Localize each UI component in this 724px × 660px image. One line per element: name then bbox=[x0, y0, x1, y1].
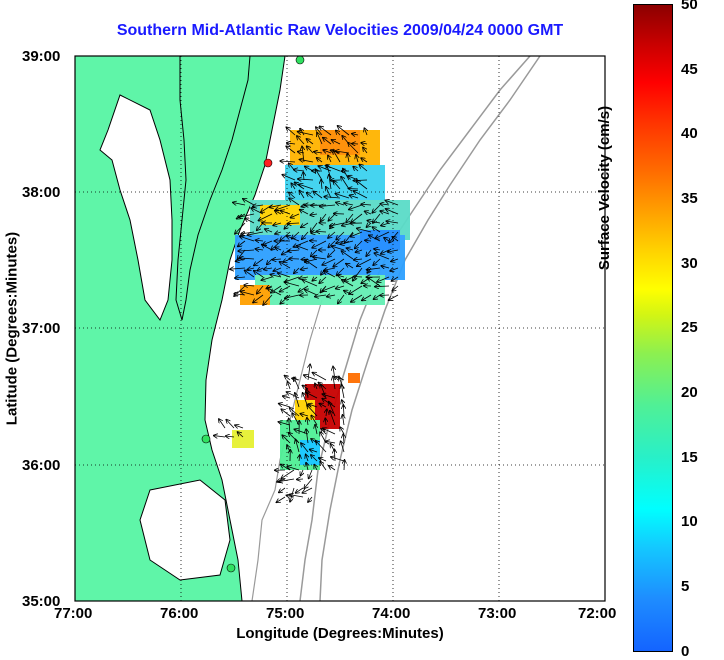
velocity-arrow bbox=[279, 488, 285, 493]
site-marker bbox=[202, 435, 210, 443]
velocity-arrow bbox=[214, 436, 225, 437]
colorbar-tick: 40 bbox=[681, 125, 698, 142]
velocity-arrow bbox=[320, 462, 326, 470]
velocity-arrow bbox=[326, 441, 335, 443]
velocity-arrow bbox=[281, 470, 294, 479]
velocity-arrow bbox=[287, 382, 290, 389]
velocity-arrow bbox=[276, 497, 285, 502]
x-axis-label: Longitude (Degrees:Minutes) bbox=[140, 625, 540, 642]
y-tick-label: 39:00 bbox=[22, 48, 60, 65]
velocity-arrow bbox=[329, 466, 335, 470]
site-marker bbox=[296, 56, 304, 64]
velocity-arrow bbox=[296, 488, 303, 493]
velocity-arrow bbox=[344, 460, 345, 470]
velocity-arrow bbox=[283, 396, 290, 398]
velocity-arrow bbox=[323, 428, 335, 434]
x-tick-label: 74:00 bbox=[372, 605, 410, 622]
colorbar-tick: 10 bbox=[681, 513, 698, 530]
velocity-arrow bbox=[342, 415, 344, 425]
velocity-arrow bbox=[279, 404, 290, 407]
colorbar-tick: 25 bbox=[681, 319, 698, 336]
velocity-arrow bbox=[309, 470, 312, 479]
velocity-arrow bbox=[281, 409, 290, 416]
colorbar-tick: 5 bbox=[681, 578, 689, 595]
velocity-arrow bbox=[308, 497, 312, 502]
velocity-arrow bbox=[292, 378, 299, 380]
x-tick-label: 72:00 bbox=[578, 605, 616, 622]
colorbar-tick: 35 bbox=[681, 190, 698, 207]
colorbar-tick: 30 bbox=[681, 255, 698, 272]
y-axis-label: Latitude (Degrees:Minutes) bbox=[4, 199, 21, 459]
velocity-arrow bbox=[331, 457, 344, 461]
site-marker bbox=[264, 159, 272, 167]
colorbar-tick: 20 bbox=[681, 384, 698, 401]
colorbar-tick: 15 bbox=[681, 449, 698, 466]
colorbar-tick: 0 bbox=[681, 643, 689, 660]
y-tick-label: 37:00 bbox=[22, 320, 60, 337]
velocity-arrow bbox=[304, 375, 317, 380]
colorbar-tick: 50 bbox=[681, 0, 698, 13]
y-tick-label: 36:00 bbox=[22, 457, 60, 474]
velocity-arrow bbox=[302, 488, 312, 493]
velocity-arrow bbox=[304, 479, 312, 488]
velocity-arrow bbox=[301, 259, 308, 260]
colorbar-label: Surface Velocity (cm/s) bbox=[596, 58, 613, 318]
colorbar bbox=[633, 4, 673, 652]
velocity-arrow bbox=[300, 470, 303, 476]
y-tick-label: 38:00 bbox=[22, 184, 60, 201]
velocity-arrow bbox=[343, 434, 344, 443]
velocity-arrow bbox=[219, 419, 225, 428]
velocity-arrow bbox=[340, 427, 344, 434]
x-tick-label: 73:00 bbox=[478, 605, 516, 622]
x-tick-label: 77:00 bbox=[54, 605, 92, 622]
velocity-arrow bbox=[226, 420, 234, 428]
velocity-arrow bbox=[235, 425, 243, 428]
x-tick-label: 76:00 bbox=[160, 605, 198, 622]
site-marker bbox=[227, 564, 235, 572]
x-tick-label: 75:00 bbox=[266, 605, 304, 622]
colorbar-tick: 45 bbox=[681, 61, 698, 78]
